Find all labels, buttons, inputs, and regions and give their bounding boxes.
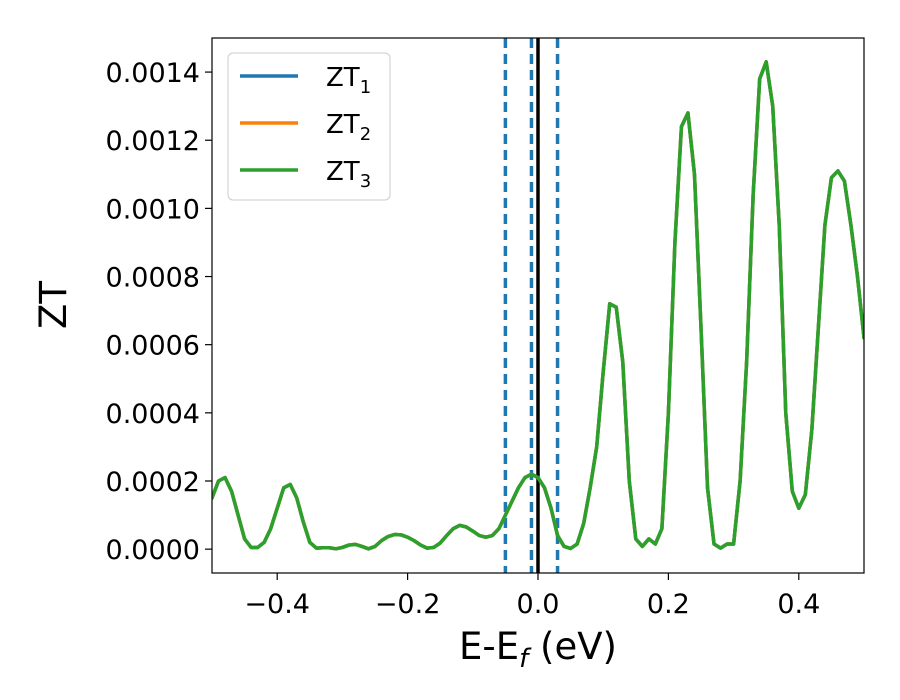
y-axis-ticks: 0.0000 0.0002 0.0004 0.0006 0.0008 0.0010 0.00…: [106, 58, 212, 566]
y-axis-title: ZT: [32, 281, 75, 329]
x-axis-title-unit: (eV): [528, 625, 617, 668]
x-tick-label: 0.2: [647, 589, 690, 620]
series-lines: [212, 60, 864, 551]
legend-label-zt3-sub: 3: [360, 171, 371, 192]
legend-label-zt1-main: ZT: [326, 63, 360, 93]
y-tick-label: 0.0008: [106, 263, 200, 294]
legend-label-zt1-sub: 1: [360, 77, 371, 98]
y-tick-label: 0.0010: [106, 194, 200, 225]
legend: ZT1 ZT2 ZT3: [227, 52, 391, 201]
x-tick-label: 0.4: [777, 589, 820, 620]
x-axis-title-main: E-E: [459, 625, 519, 668]
legend-label-zt1: ZT1: [326, 63, 371, 98]
y-tick-label: 0.0012: [106, 126, 200, 157]
legend-label-zt3-main: ZT: [326, 157, 360, 187]
x-axis-title: E-Ef (eV): [459, 625, 617, 674]
y-tick-label: 0.0014: [106, 58, 200, 89]
y-tick-label: 0.0004: [106, 399, 200, 430]
y-tick-label: 0.0006: [106, 331, 200, 362]
x-tick-label: 0.0: [517, 589, 560, 620]
legend-box: [227, 52, 391, 201]
legend-label-zt2-sub: 2: [360, 124, 371, 145]
reference-lines: [503, 38, 560, 573]
x-tick-label: −0.2: [375, 589, 441, 620]
x-tick-label: −0.4: [244, 589, 310, 620]
y-tick-label: 0.0002: [106, 467, 200, 498]
legend-label-zt2: ZT2: [326, 110, 371, 145]
legend-label-zt2-main: ZT: [326, 110, 360, 140]
series-line-zt3: [212, 60, 864, 551]
legend-label-zt3: ZT3: [326, 157, 371, 192]
y-tick-label: 0.0000: [106, 535, 200, 566]
x-axis-ticks: −0.4 −0.2 0.0 0.2 0.4: [244, 573, 820, 620]
